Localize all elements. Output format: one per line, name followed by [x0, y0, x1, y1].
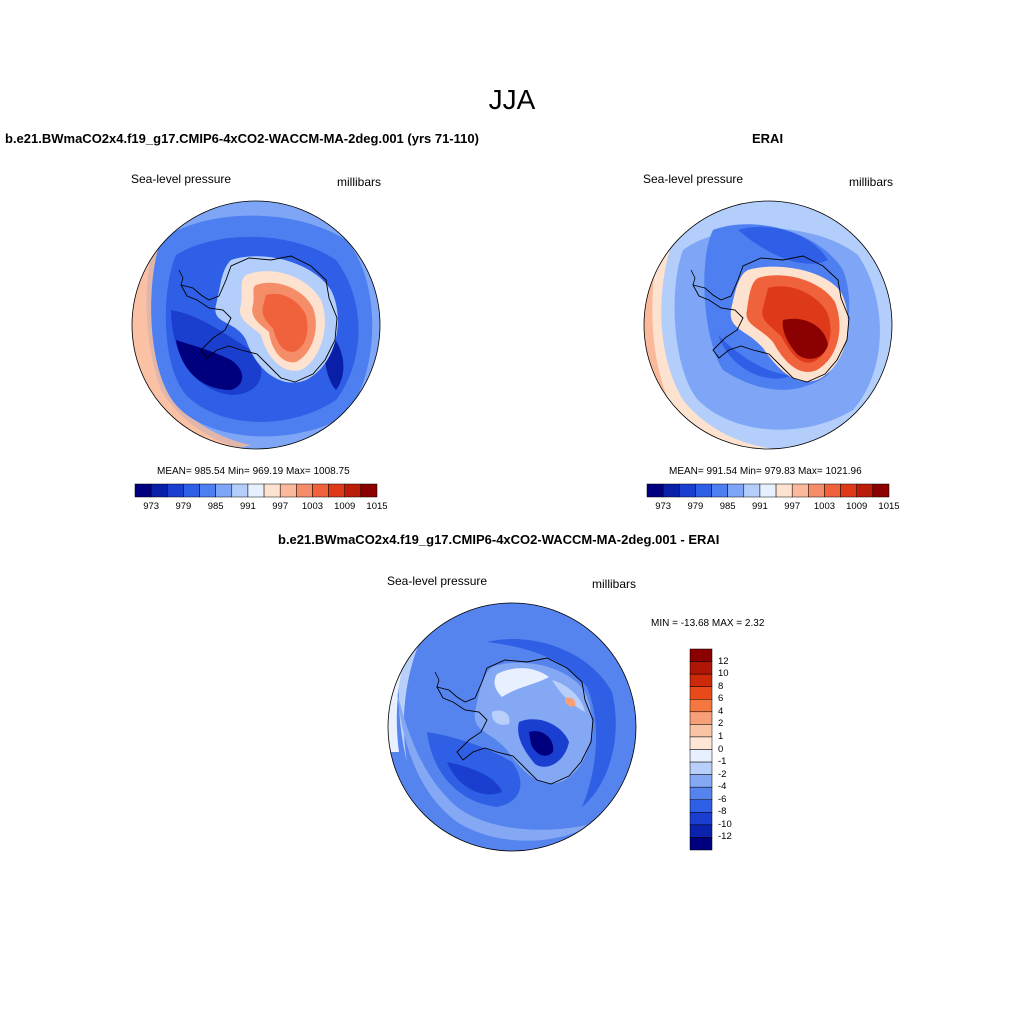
colorbar-swatch — [808, 483, 825, 498]
colorbar-swatch — [791, 483, 809, 498]
colorbar-swatch — [328, 483, 345, 498]
colorbar-tick-label: 1009 — [846, 501, 868, 512]
colorbar-swatch — [167, 483, 184, 498]
colorbar-tick-label: 4 — [718, 705, 724, 717]
colorbar-tick-label: -10 — [718, 818, 732, 830]
colorbar-swatch — [231, 483, 249, 498]
colorbar-swatch — [279, 483, 297, 498]
figure-title: JJA — [488, 84, 536, 115]
colorbar-tick-label: 985 — [719, 501, 736, 512]
colorbar-swatch — [856, 483, 874, 498]
colorbar-swatch — [727, 483, 745, 498]
colorbar-tick-label: 1015 — [366, 501, 388, 512]
colorbar-swatch — [775, 483, 793, 498]
panel1-stats: MEAN= 985.54 Min= 969.19 Max= 1008.75 — [157, 466, 350, 477]
colorbar-tick-label: 973 — [143, 501, 160, 512]
panel1-colorbar-ticks: 973 979 985 991 997 1003 1009 1015 — [135, 501, 387, 515]
panel3-colorbar-ticks: 12 10 8 6 4 2 1 0 -1 -2 -4 -6 -8 -10 -12 — [718, 649, 758, 850]
colorbar-swatch — [312, 483, 329, 498]
colorbar-swatch — [689, 648, 713, 662]
colorbar-swatch — [646, 483, 664, 498]
colorbar-swatch — [247, 483, 265, 498]
panel2-colorbar — [646, 483, 890, 498]
panel1-units-label: millibars — [337, 175, 382, 189]
colorbar-swatch — [689, 812, 713, 826]
colorbar-swatch — [689, 736, 713, 750]
colorbar-swatch — [150, 483, 168, 498]
colorbar-swatch — [183, 483, 200, 498]
colorbar-swatch — [134, 483, 152, 498]
colorbar-tick-label: 1 — [718, 730, 724, 742]
colorbar-tick-label: 1003 — [301, 501, 324, 512]
colorbar-swatch — [689, 774, 713, 788]
colorbar-tick-label: 973 — [655, 501, 672, 512]
panel1-map — [131, 200, 381, 450]
panel3-map — [387, 602, 637, 852]
panel2-map — [643, 200, 893, 450]
panel3-units-label: millibars — [592, 577, 637, 591]
colorbar-swatch — [679, 483, 696, 498]
panel1-title: b.e21.BWmaCO2x4.f19_g17.CMIP6-4xCO2-WACC… — [5, 131, 479, 146]
colorbar-tick-label: 10 — [718, 668, 729, 680]
colorbar-swatch — [296, 483, 313, 498]
panel3-stats: MIN = -13.68 MAX = 2.32 — [651, 618, 765, 629]
colorbar-swatch — [695, 483, 712, 498]
panel1-variable-label: Sea-level pressure — [131, 172, 232, 186]
colorbar-tick-label: 1003 — [813, 501, 836, 512]
panel3-title: b.e21.BWmaCO2x4.f19_g17.CMIP6-4xCO2-WACC… — [278, 532, 720, 547]
colorbar-swatch — [689, 711, 713, 725]
colorbar-tick-label: 979 — [175, 501, 192, 512]
colorbar-tick-label: -6 — [718, 793, 727, 805]
colorbar-tick-label: -12 — [718, 831, 732, 843]
colorbar-swatch — [689, 673, 713, 687]
colorbar-swatch — [215, 483, 233, 498]
colorbar-tick-label: -4 — [718, 781, 727, 793]
panel3-colorbar — [689, 648, 713, 851]
colorbar-tick-label: 991 — [239, 501, 256, 512]
colorbar-swatch — [263, 483, 281, 498]
colorbar-swatch — [759, 483, 777, 498]
colorbar-tick-label: 8 — [718, 680, 724, 692]
colorbar-swatch — [689, 724, 713, 738]
colorbar-swatch — [872, 483, 890, 498]
colorbar-tick-label: -2 — [718, 768, 727, 780]
colorbar-swatch — [689, 661, 713, 675]
colorbar-swatch — [662, 483, 680, 498]
colorbar-tick-label: -1 — [718, 756, 727, 768]
panel2-title: ERAI — [752, 131, 784, 146]
colorbar-tick-label: 2 — [718, 718, 724, 730]
colorbar-swatch — [689, 799, 713, 813]
colorbar-tick-label: 985 — [207, 501, 224, 512]
colorbar-tick-label: 997 — [784, 501, 801, 512]
colorbar-swatch — [344, 483, 362, 498]
panel2-variable-label: Sea-level pressure — [643, 172, 744, 186]
panel3-variable-label: Sea-level pressure — [387, 574, 488, 588]
colorbar-swatch — [689, 761, 713, 775]
colorbar-tick-label: 12 — [718, 655, 729, 667]
colorbar-tick-label: 0 — [718, 743, 724, 755]
panel2-units-label: millibars — [849, 175, 894, 189]
colorbar-tick-label: -8 — [718, 806, 727, 818]
panel1-colorbar — [134, 483, 378, 498]
colorbar-swatch — [689, 699, 713, 713]
colorbar-tick-label: 991 — [751, 501, 768, 512]
colorbar-tick-label: 979 — [687, 501, 704, 512]
colorbar-swatch — [689, 686, 713, 700]
colorbar-tick-label: 1015 — [878, 501, 900, 512]
colorbar-tick-label: 6 — [718, 693, 724, 705]
colorbar-swatch — [711, 483, 728, 498]
colorbar-swatch — [689, 749, 713, 763]
colorbar-swatch — [840, 483, 857, 498]
colorbar-swatch — [360, 483, 378, 498]
colorbar-tick-label: 997 — [272, 501, 289, 512]
panel2-colorbar-ticks: 973 979 985 991 997 1003 1009 1015 — [647, 501, 899, 515]
colorbar-tick-label: 1009 — [334, 501, 356, 512]
colorbar-swatch — [199, 483, 216, 498]
panel2-stats: MEAN= 991.54 Min= 979.83 Max= 1021.96 — [669, 466, 862, 477]
colorbar-swatch — [824, 483, 841, 498]
colorbar-swatch — [689, 837, 713, 851]
colorbar-swatch — [689, 786, 713, 800]
colorbar-swatch — [689, 824, 713, 838]
colorbar-swatch — [743, 483, 761, 498]
